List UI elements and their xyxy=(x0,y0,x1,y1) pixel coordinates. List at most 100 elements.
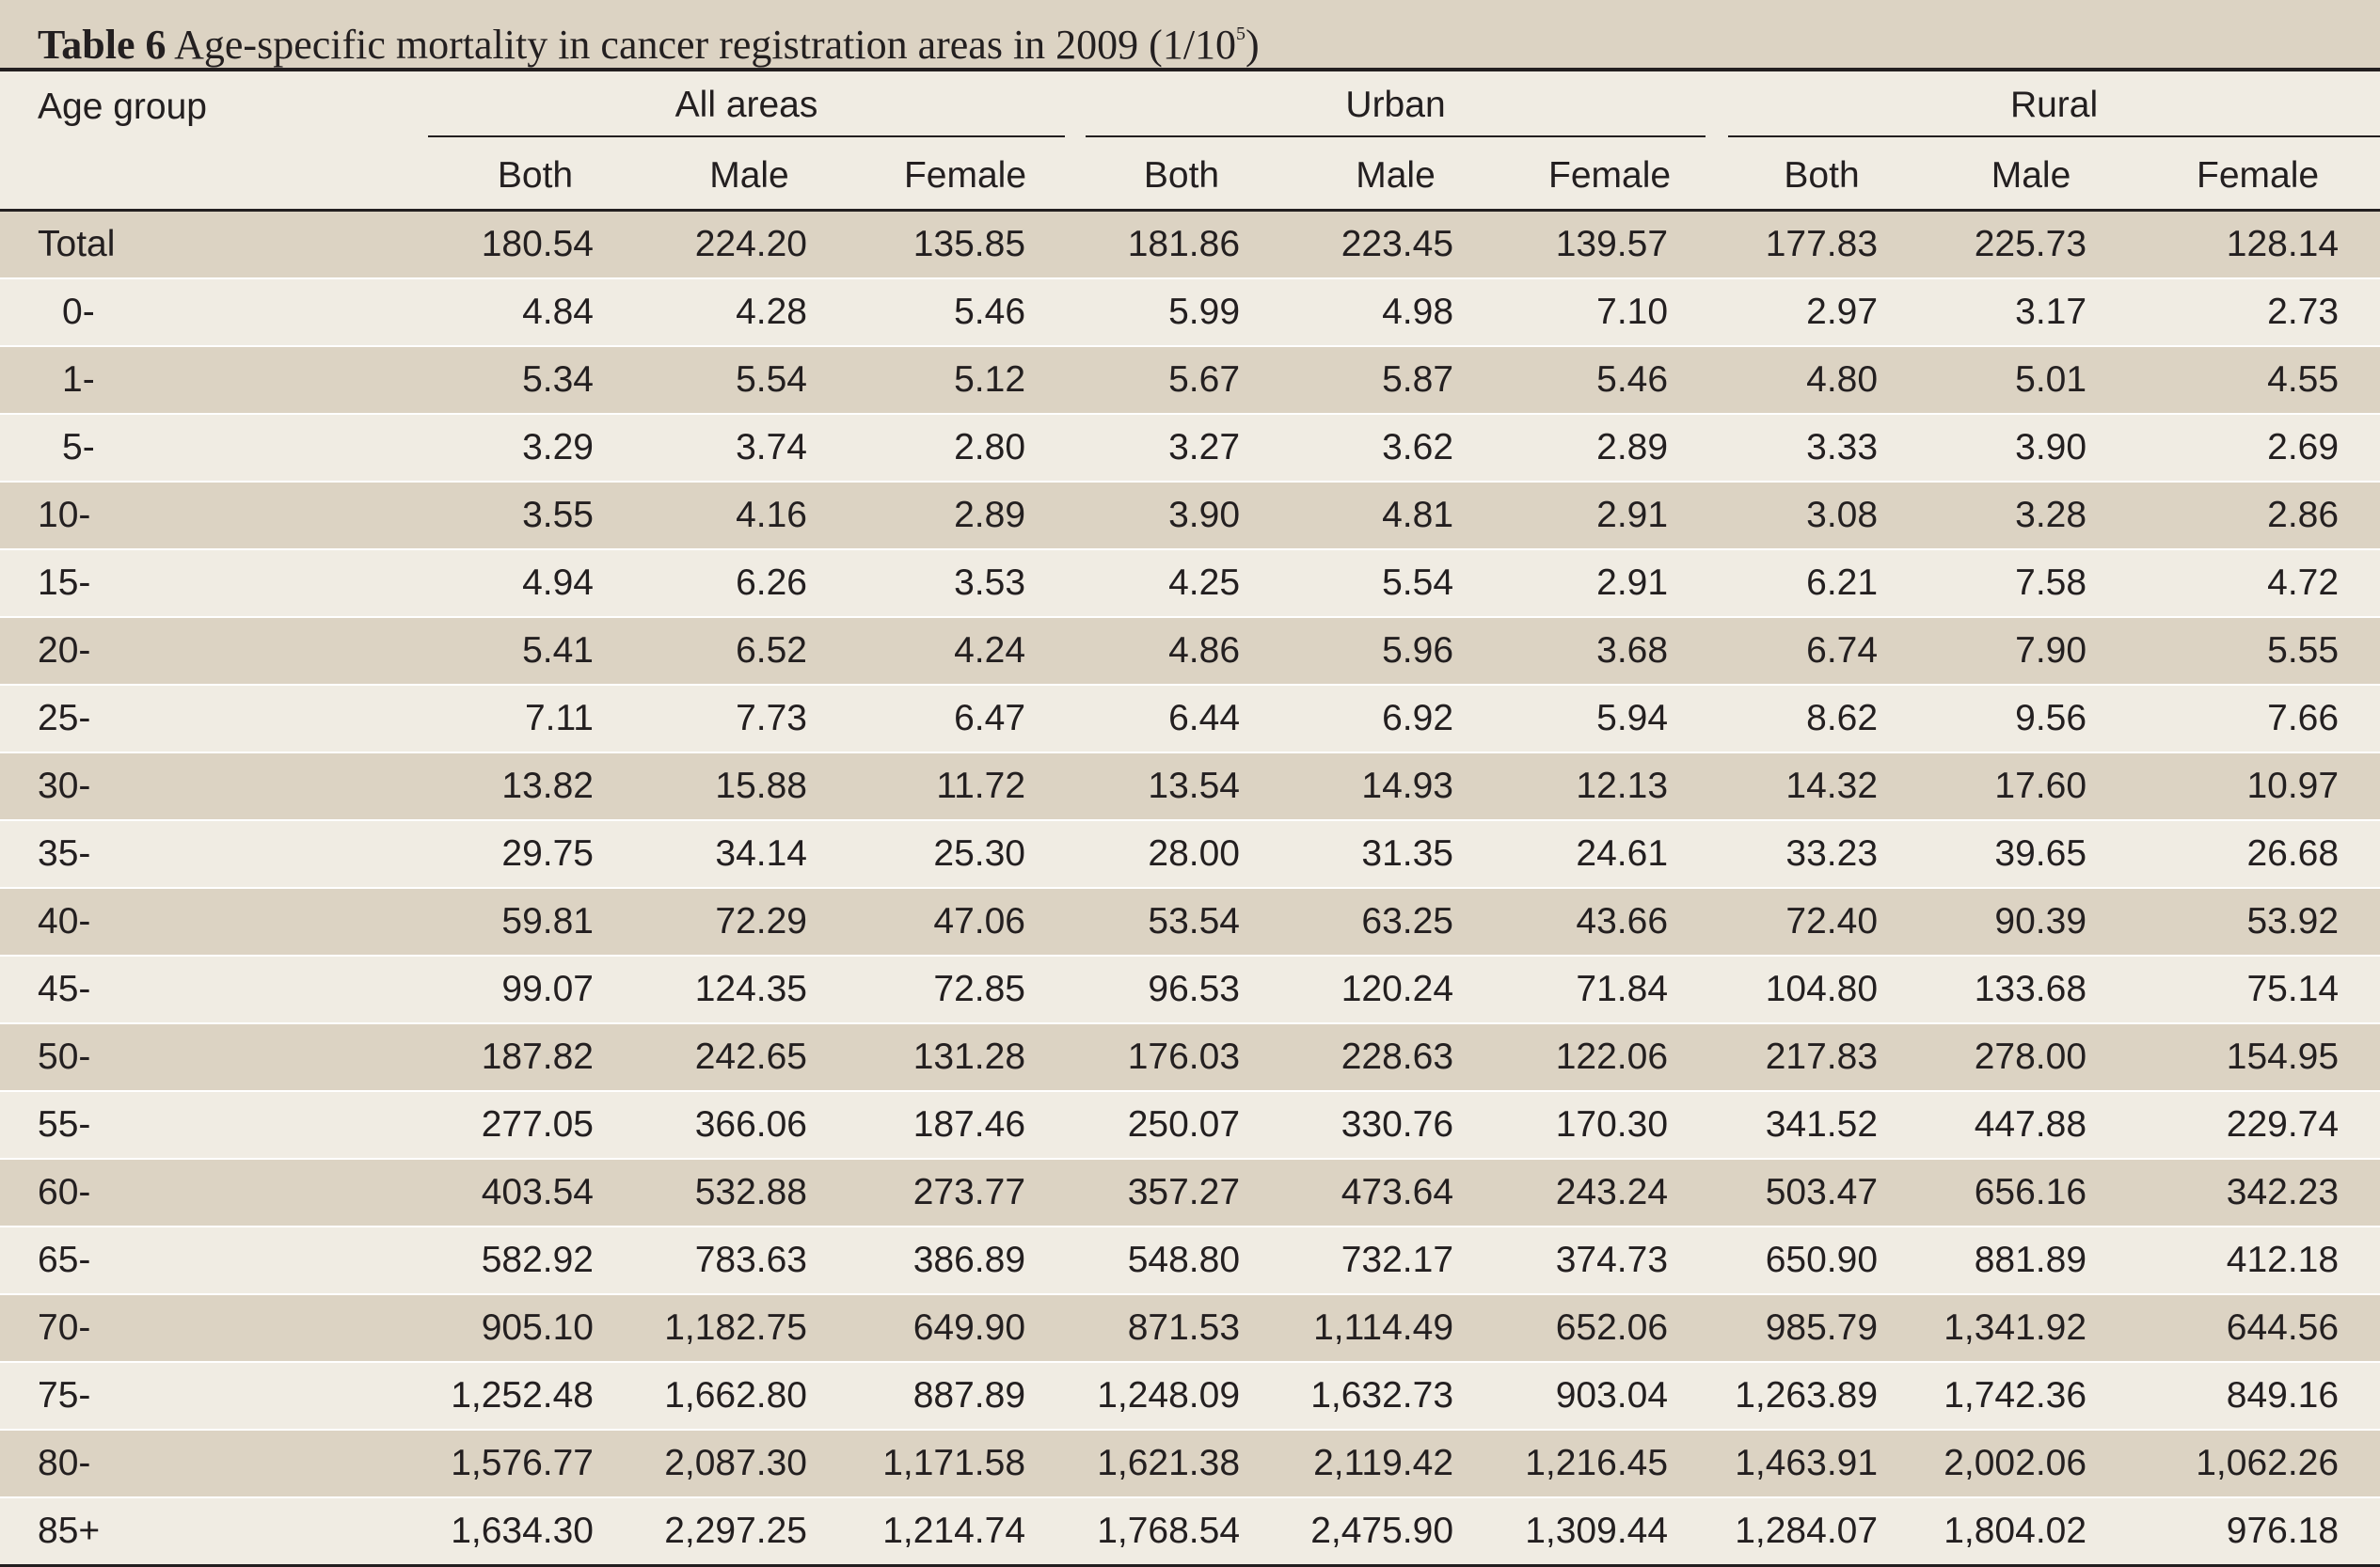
value-cell: 2.91 xyxy=(1502,481,1718,549)
value-cell: 1,804.02 xyxy=(1927,1496,2136,1564)
value-cell: 180.54 xyxy=(428,212,643,278)
value-cell: 15.88 xyxy=(643,752,856,820)
value-cell: 2.69 xyxy=(2135,413,2380,482)
value-cell: 656.16 xyxy=(1927,1158,2136,1227)
value-cell: 3.68 xyxy=(1502,616,1718,685)
value-cell: 4.28 xyxy=(643,277,856,346)
caption-close: ) xyxy=(1246,22,1260,68)
value-cell: 99.07 xyxy=(428,955,643,1023)
age-group-cell: 20- xyxy=(0,616,428,685)
value-cell: 25.30 xyxy=(856,819,1075,888)
value-cell: 5.41 xyxy=(428,616,643,685)
age-group-cell: 70- xyxy=(0,1293,428,1362)
value-cell: 6.74 xyxy=(1717,616,1928,685)
value-cell: 5.94 xyxy=(1502,684,1718,752)
age-group-cell: 35- xyxy=(0,819,428,888)
value-cell: 1,621.38 xyxy=(1074,1429,1290,1497)
value-cell: 5.54 xyxy=(643,345,856,414)
value-cell: 133.68 xyxy=(1927,955,2136,1023)
caption-text: Age-specific mortality in cancer registr… xyxy=(174,22,1237,68)
value-cell: 4.86 xyxy=(1074,616,1290,685)
value-cell: 9.56 xyxy=(1927,684,2136,752)
value-cell: 374.73 xyxy=(1502,1226,1718,1294)
age-group-cell: 45- xyxy=(0,955,428,1023)
value-cell: 2.91 xyxy=(1502,548,1718,617)
age-group-cell: 5- xyxy=(0,413,428,482)
value-cell: 26.68 xyxy=(2135,819,2380,888)
value-cell: 447.88 xyxy=(1927,1090,2136,1159)
value-cell: 1,062.26 xyxy=(2135,1429,2380,1497)
value-cell: 104.80 xyxy=(1717,955,1928,1023)
value-cell: 2.73 xyxy=(2135,277,2380,346)
value-cell: 33.23 xyxy=(1717,819,1928,888)
age-group-cell: 0- xyxy=(0,277,428,346)
value-cell: 4.84 xyxy=(428,277,643,346)
value-cell: 154.95 xyxy=(2135,1022,2380,1091)
value-cell: 277.05 xyxy=(428,1090,643,1159)
value-cell: 2,087.30 xyxy=(643,1429,856,1497)
value-cell: 1,576.77 xyxy=(428,1429,643,1497)
age-group-cell: 30- xyxy=(0,752,428,820)
value-cell: 976.18 xyxy=(2135,1496,2380,1564)
table-row: 30- 13.82 15.88 11.72 13.54 14.93 12.13 14.32 17… xyxy=(0,752,2380,820)
value-cell: 4.80 xyxy=(1717,345,1928,414)
sub-header-all-male: Male xyxy=(709,155,789,196)
value-cell: 6.47 xyxy=(856,684,1075,752)
value-cell: 4.81 xyxy=(1289,481,1503,549)
value-cell: 13.82 xyxy=(428,752,643,820)
age-group-cell: 50- xyxy=(0,1022,428,1091)
value-cell: 4.16 xyxy=(643,481,856,549)
value-cell: 1,309.44 xyxy=(1502,1496,1718,1564)
value-cell: 7.73 xyxy=(643,684,856,752)
sub-header-urban-male: Male xyxy=(1356,155,1436,196)
value-cell: 1,632.73 xyxy=(1289,1361,1503,1430)
value-cell: 181.86 xyxy=(1074,212,1290,278)
table-row: 55- 277.05 366.06 187.46 250.07 330.76 170.30 3… xyxy=(0,1090,2380,1159)
age-group-header: Age group xyxy=(38,87,207,127)
value-cell: 849.16 xyxy=(2135,1361,2380,1430)
value-cell: 3.62 xyxy=(1289,413,1503,482)
table-row: 80- 1,576.77 2,087.30 1,171.58 1,621.38 2,119… xyxy=(0,1429,2380,1497)
table-row: Total 180.54 224.20 135.85 181.86 223.45 139.5… xyxy=(0,212,2380,278)
value-cell: 6.26 xyxy=(643,548,856,617)
age-group-cell: 75- xyxy=(0,1361,428,1430)
group-header-rural-label: Rural xyxy=(1728,85,2380,137)
value-cell: 3.28 xyxy=(1927,481,2136,549)
value-cell: 139.57 xyxy=(1502,212,1718,278)
age-group-cell: Total xyxy=(0,212,428,278)
value-cell: 2.80 xyxy=(856,413,1075,482)
value-cell: 3.55 xyxy=(428,481,643,549)
value-cell: 7.10 xyxy=(1502,277,1718,346)
value-cell: 7.58 xyxy=(1927,548,2136,617)
group-header-urban-label: Urban xyxy=(1086,85,1706,137)
value-cell: 229.74 xyxy=(2135,1090,2380,1159)
value-cell: 2.89 xyxy=(856,481,1075,549)
value-cell: 644.56 xyxy=(2135,1293,2380,1362)
age-group-cell: 1- xyxy=(0,345,428,414)
value-cell: 11.72 xyxy=(856,752,1075,820)
value-cell: 1,662.80 xyxy=(643,1361,856,1430)
value-cell: 72.29 xyxy=(643,887,856,956)
value-cell: 330.76 xyxy=(1289,1090,1503,1159)
value-cell: 649.90 xyxy=(856,1293,1075,1362)
value-cell: 43.66 xyxy=(1502,887,1718,956)
sub-header-rural-female: Female xyxy=(2197,155,2320,196)
value-cell: 532.88 xyxy=(643,1158,856,1227)
caption-label: Table 6 xyxy=(38,22,167,68)
value-cell: 39.65 xyxy=(1927,819,2136,888)
value-cell: 177.83 xyxy=(1717,212,1928,278)
sub-header-all-both: Both xyxy=(497,155,574,196)
value-cell: 225.73 xyxy=(1927,212,2136,278)
sub-header-urban-both: Both xyxy=(1143,155,1220,196)
age-group-cell: 85+ xyxy=(0,1496,428,1564)
value-cell: 4.25 xyxy=(1074,548,1290,617)
sub-header-all-female: Female xyxy=(903,155,1027,196)
value-cell: 3.90 xyxy=(1074,481,1290,549)
value-cell: 4.98 xyxy=(1289,277,1503,346)
table-row: 1- 5.34 5.54 5.12 5.67 5.87 5.46 4.80 5.01 4.55 xyxy=(0,345,2380,414)
table-body: Total 180.54 224.20 135.85 181.86 223.45 139.5… xyxy=(0,212,2380,1564)
value-cell: 4.55 xyxy=(2135,345,2380,414)
value-cell: 3.90 xyxy=(1927,413,2136,482)
value-cell: 985.79 xyxy=(1717,1293,1928,1362)
table-row: 65- 582.92 783.63 386.89 548.80 732.17 374.73 6… xyxy=(0,1226,2380,1294)
